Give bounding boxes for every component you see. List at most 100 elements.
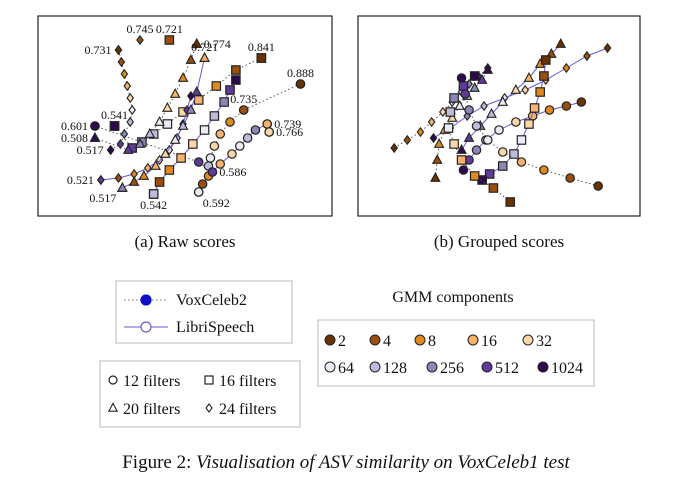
data-point — [431, 154, 443, 164]
data-point — [511, 117, 521, 127]
data-point — [494, 125, 504, 135]
data-point — [185, 104, 197, 114]
data-point — [134, 138, 146, 148]
data-point — [535, 87, 545, 97]
labelled-point — [238, 105, 249, 115]
panel-grouped-scores: (b) Grouped scores — [357, 15, 641, 251]
data-point — [126, 92, 135, 104]
series-line — [463, 101, 582, 171]
data-point — [160, 148, 171, 158]
data-point — [128, 176, 140, 186]
data-point — [476, 74, 488, 84]
data-point — [544, 105, 555, 115]
data-point — [446, 112, 458, 122]
data-point — [430, 172, 441, 182]
data-point — [169, 88, 181, 98]
data-point — [497, 96, 509, 106]
labelled-point — [148, 189, 159, 199]
data-point — [488, 183, 499, 193]
series-line — [122, 57, 206, 189]
marker-legend-label: 20 filters — [123, 401, 180, 418]
labelled-point — [106, 144, 115, 156]
data-label: 0.745 — [126, 22, 153, 36]
data-point — [120, 128, 129, 140]
data-label: 0.739 — [274, 117, 301, 131]
gmm-legend-label: 4 — [383, 333, 391, 350]
data-point — [458, 165, 469, 175]
data-point — [250, 125, 261, 135]
data-point — [162, 102, 173, 112]
series-line — [94, 43, 198, 151]
data-label: 0.586 — [219, 165, 246, 179]
gmm-legend-swatch — [324, 361, 336, 373]
labelled-point — [207, 167, 218, 177]
data-label: 0.721 — [156, 22, 183, 36]
gmm-legend-label: 64 — [338, 360, 354, 377]
caption-text: Visualisation of ASV similarity on VoxCe… — [196, 452, 570, 473]
marker-legend-box — [99, 360, 301, 428]
data-point — [209, 111, 220, 121]
series-line — [481, 59, 547, 181]
data-point — [583, 50, 591, 62]
marker-legend-symbol — [205, 403, 213, 413]
data-point — [209, 141, 220, 151]
data-point — [469, 82, 481, 92]
data-point — [593, 181, 603, 191]
data-label: 0.735 — [230, 92, 257, 106]
labelled-point — [89, 132, 101, 142]
data-point — [211, 81, 222, 91]
data-point — [516, 135, 527, 145]
data-point — [456, 73, 467, 83]
data-point — [144, 128, 156, 138]
data-label: 0.508 — [61, 131, 88, 145]
gmm-legend-label: 2 — [338, 333, 346, 350]
panel-caption: (b) Grouped scores — [434, 232, 564, 251]
data-point — [484, 169, 495, 179]
data-point — [539, 165, 549, 175]
labelled-point — [97, 174, 105, 186]
data-label: 0.541 — [101, 108, 128, 122]
data-point — [154, 177, 165, 187]
data-point — [539, 71, 549, 81]
gmm-legend-label: 8 — [428, 333, 436, 350]
data-point — [443, 123, 454, 133]
marker-legend-label: 12 filters — [123, 373, 180, 390]
data-point — [456, 144, 467, 154]
gmm-legend-swatch — [537, 361, 549, 373]
data-label: 0.521 — [67, 173, 94, 187]
dataset-legend-box — [115, 280, 293, 344]
data-point — [122, 144, 134, 154]
series-line — [433, 47, 608, 139]
data-point — [116, 138, 125, 150]
data-label: 0.592 — [203, 196, 230, 210]
labelled-point — [136, 34, 144, 46]
data-point — [185, 54, 197, 64]
gmm-legend-title: GMM components — [392, 289, 513, 306]
labelled-point — [164, 35, 175, 45]
data-point — [193, 95, 204, 105]
data-point — [555, 38, 567, 48]
data-point — [510, 84, 522, 94]
labelled-point — [193, 187, 204, 197]
data-point — [463, 132, 475, 142]
data-point — [561, 101, 572, 111]
data-label: 0.766 — [276, 125, 303, 139]
data-point — [176, 153, 186, 163]
marker-legend-label: 16 filters — [219, 373, 276, 390]
data-point — [603, 42, 612, 54]
data-point — [162, 119, 173, 129]
data-label: 0.721 — [191, 40, 218, 54]
data-point — [416, 126, 425, 138]
data-point — [497, 147, 508, 157]
labelled-point — [262, 119, 272, 129]
data-point — [454, 100, 466, 110]
data-point — [215, 159, 226, 169]
plot-frame — [357, 15, 641, 217]
labelled-point — [199, 52, 210, 62]
data-point — [188, 139, 198, 149]
data-label: 0.731 — [84, 43, 111, 57]
series-line — [198, 123, 270, 193]
data-point — [225, 85, 235, 95]
data-point — [516, 157, 527, 167]
data-point — [439, 106, 447, 118]
